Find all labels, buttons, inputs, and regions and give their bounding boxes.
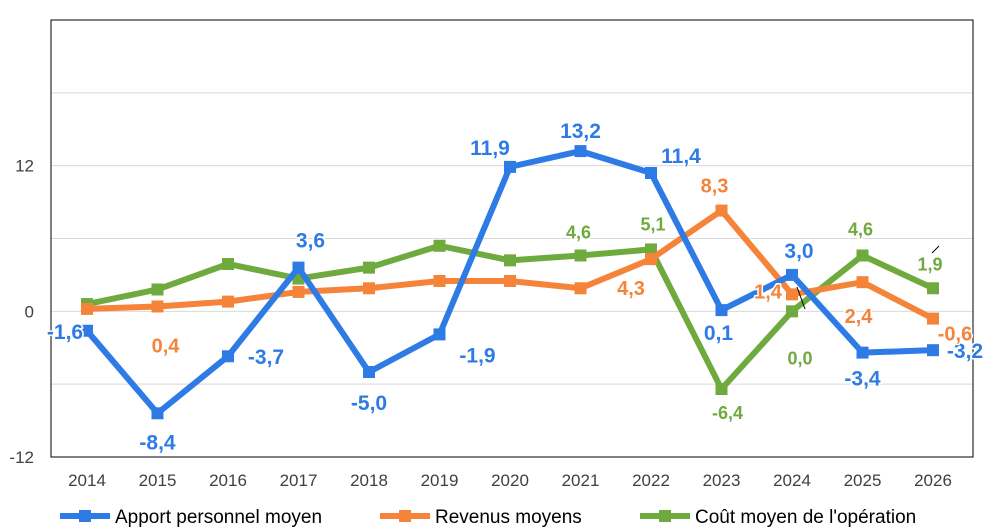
x-tick-label: 2019: [421, 471, 459, 490]
data-point: [222, 257, 234, 270]
data-point: [292, 285, 305, 298]
data-point: [715, 304, 728, 317]
data-label: 2,4: [845, 306, 874, 328]
data-label: 1,4: [754, 281, 783, 303]
x-tick-label: 2022: [632, 471, 670, 490]
data-label: -1,6: [47, 321, 83, 344]
leader-line: [796, 286, 806, 310]
data-label: 3,6: [296, 230, 325, 253]
x-tick-label: 2017: [280, 471, 318, 490]
data-label: 8,3: [701, 176, 729, 198]
data-label: 11,9: [470, 137, 510, 160]
x-tick-label: 2024: [773, 471, 811, 490]
data-point: [433, 239, 446, 252]
y-tick-label: 0: [25, 302, 34, 321]
data-point: [151, 407, 164, 420]
data-point: [856, 249, 869, 262]
data-point: [927, 282, 939, 295]
x-tick-label: 2021: [562, 471, 600, 490]
data-point: [81, 302, 93, 315]
x-tick-label: 2026: [914, 471, 952, 490]
data-label: -5,0: [351, 392, 387, 415]
series-layer: [81, 145, 939, 420]
data-point: [856, 346, 869, 359]
series-2: [81, 239, 939, 396]
x-tick-label: 2020: [491, 471, 529, 490]
data-point: [363, 366, 375, 379]
x-axis-ticks: 2014 2015 2016 2017 2018 2019 2020 2021 2022 2023…: [68, 471, 952, 490]
data-point: [786, 305, 798, 318]
data-point: [504, 254, 516, 267]
data-point: [927, 344, 939, 357]
data-label: -1,9: [459, 344, 495, 367]
data-label: 0,0: [787, 348, 812, 368]
data-point: [504, 160, 516, 173]
data-point: [222, 350, 234, 363]
data-label: 13,2: [560, 120, 601, 143]
data-point: [786, 288, 798, 301]
data-label: 5,1: [640, 214, 665, 234]
data-point: [81, 324, 93, 337]
data-point: [433, 328, 446, 341]
data-point: [856, 276, 869, 289]
data-point: [433, 274, 446, 287]
x-tick-label: 2014: [68, 471, 106, 490]
data-label: -3,7: [248, 346, 284, 369]
y-tick-label: -12: [9, 448, 34, 467]
data-point: [222, 295, 234, 308]
data-label: 11,4: [661, 145, 701, 168]
data-label: -0,6: [938, 324, 972, 346]
data-point: [645, 253, 657, 266]
data-point: [363, 261, 375, 274]
data-point: [574, 145, 587, 158]
data-label: 1,9: [917, 254, 942, 274]
data-point: [786, 268, 798, 281]
legend-swatch-marker: [399, 510, 411, 522]
legend-swatch-marker: [659, 510, 671, 522]
plot-border: [50, 19, 974, 458]
series-0: [81, 145, 939, 420]
data-point: [715, 204, 728, 217]
data-label: -3,2: [947, 340, 983, 363]
data-point: [574, 249, 587, 262]
data-point: [151, 283, 164, 296]
data-point: [363, 282, 375, 295]
data-point: [292, 261, 305, 274]
data-label: -8,4: [139, 431, 176, 454]
data-point: [645, 243, 657, 256]
legend-item: Apport personnel moyen: [60, 507, 322, 528]
data-point: [645, 166, 657, 179]
leader-line: [931, 245, 940, 254]
data-point: [504, 274, 516, 287]
legend-swatch-marker: [79, 510, 91, 522]
data-label: 0,4: [152, 335, 181, 357]
data-point: [715, 383, 728, 396]
legend: Apport personnel moyen Revenus moyens Coût…: [60, 507, 916, 528]
data-labels-layer: -1,6 -8,4 -3,7 3,6 -5,0 -1,9 11,9 13,2 11,4 0,1 3,…: [45, 119, 984, 456]
data-label: -6,4: [712, 403, 743, 423]
x-tick-label: 2018: [350, 471, 388, 490]
data-label: 4,6: [566, 222, 591, 242]
x-tick-label: 2025: [844, 471, 882, 490]
series-1: [81, 204, 939, 325]
legend-item: Revenus moyens: [380, 507, 582, 528]
x-tick-label: 2023: [703, 471, 741, 490]
data-label: -3,4: [844, 368, 881, 391]
y-tick-label: 12: [15, 157, 34, 176]
x-tick-label: 2016: [209, 471, 247, 490]
legend-label: Revenus moyens: [435, 507, 582, 528]
data-point: [151, 300, 164, 313]
y-axis-ticks: -12 0 12: [9, 157, 34, 467]
data-point: [574, 282, 587, 295]
data-label: 4,6: [848, 219, 873, 239]
data-label: 3,0: [784, 240, 813, 263]
data-point: [927, 312, 939, 325]
legend-label: Coût moyen de l'opération: [695, 507, 916, 528]
legend-label: Apport personnel moyen: [115, 507, 322, 528]
x-tick-label: 2015: [139, 471, 177, 490]
data-label: 0,1: [704, 322, 734, 345]
legend-item: Coût moyen de l'opération: [640, 507, 916, 528]
data-label: 4,3: [617, 278, 645, 300]
